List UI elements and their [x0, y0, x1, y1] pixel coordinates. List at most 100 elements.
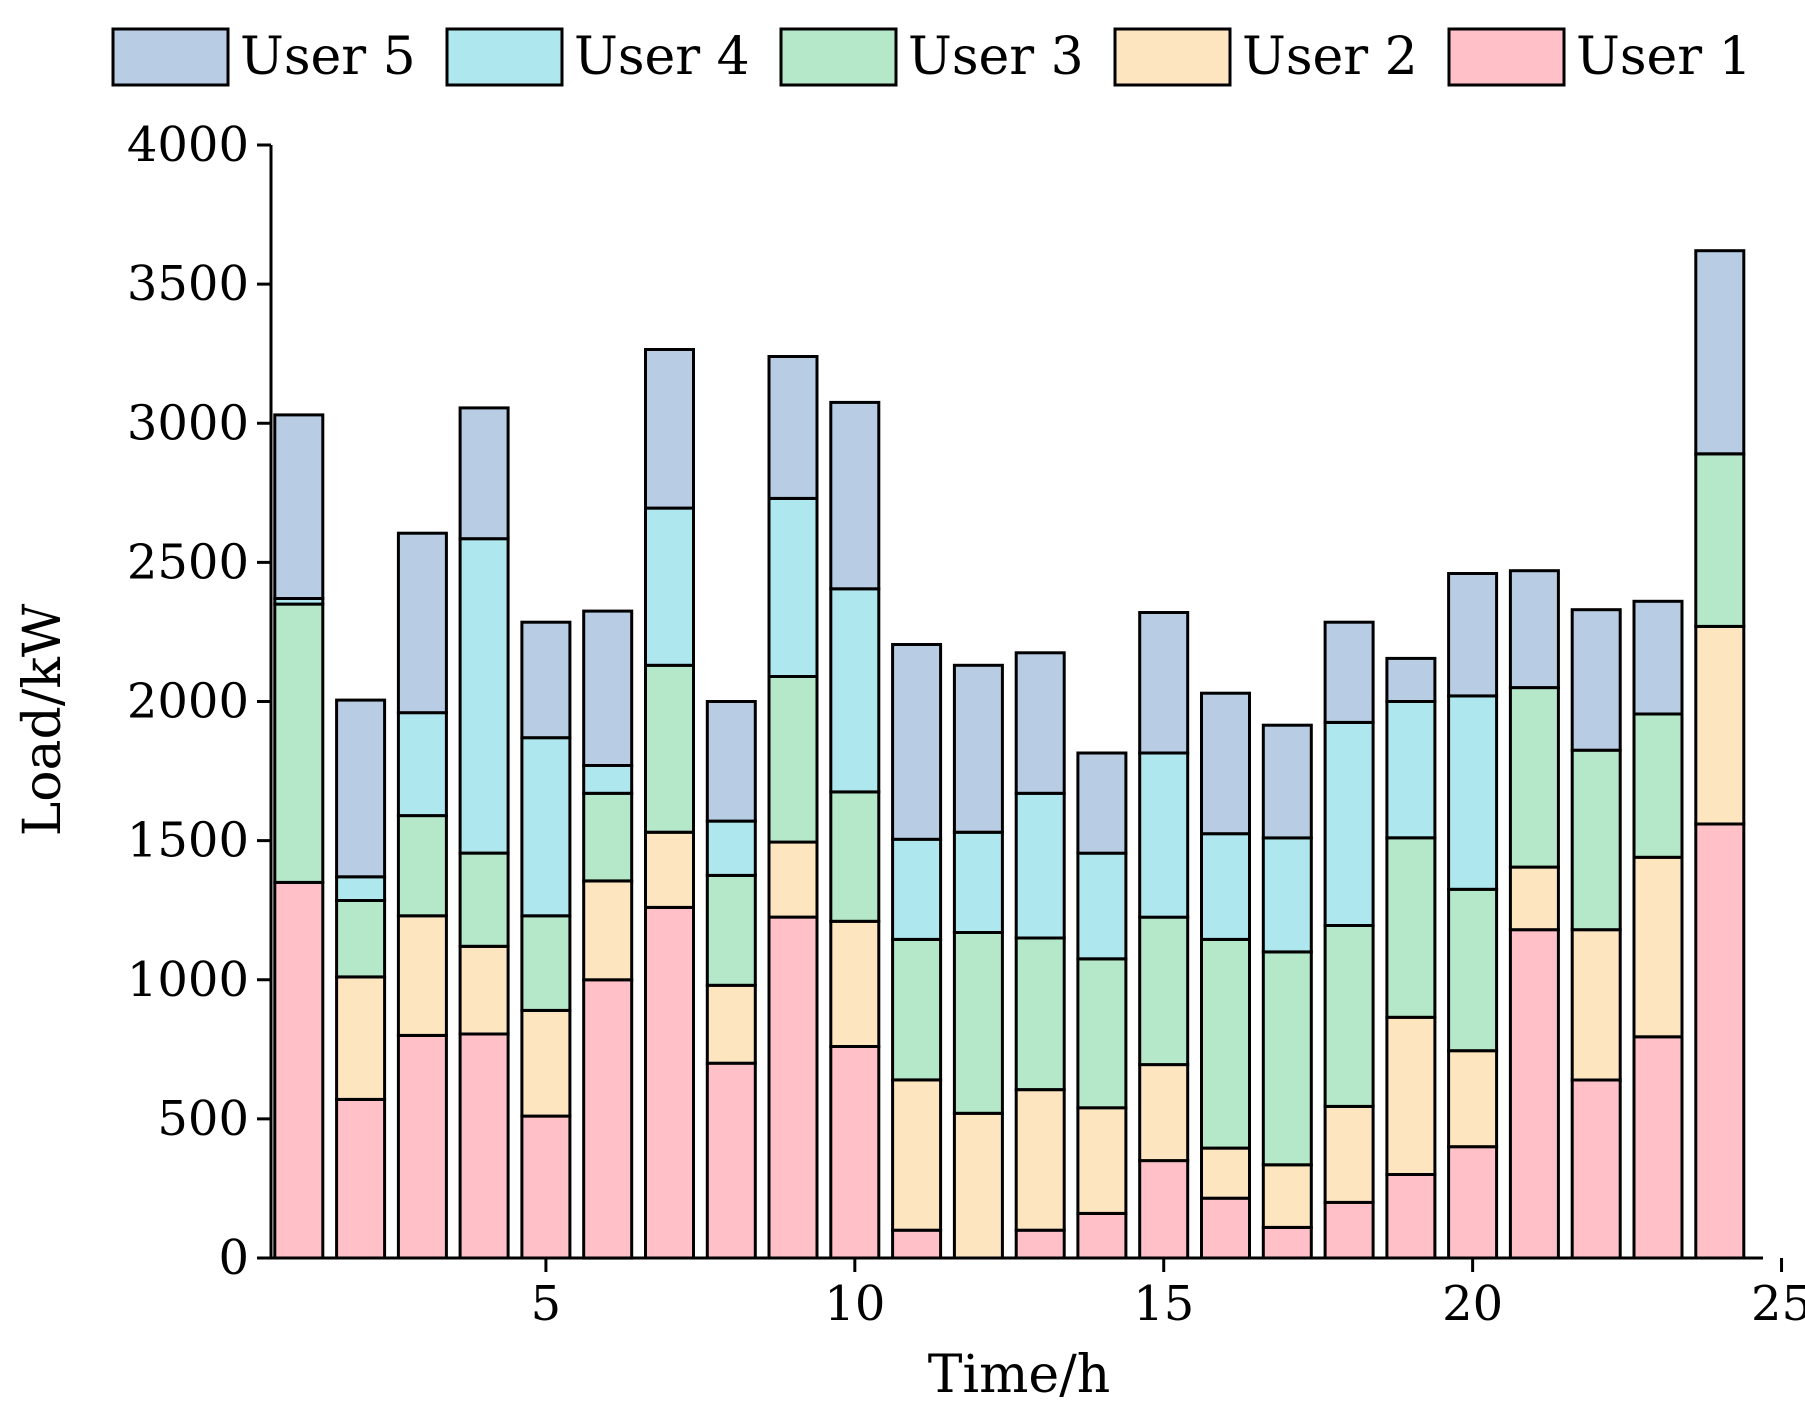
bar-segment-user-5-t5 [520, 620, 572, 740]
axes-layer: 0 500 1000 1500 2000 2500 3000 3500 4000 5 10 15 20 2… [127, 117, 1805, 1332]
bar-segment-user-1-t6 [582, 978, 634, 1260]
bar-segment-user-4-t14 [1076, 851, 1128, 961]
bar-segment-user-5-t13 [1014, 651, 1066, 795]
bar-segment-user-3-t19 [1385, 836, 1437, 1019]
y-axis-title: Load/kW [13, 603, 73, 836]
bar-segment-user-4-t13 [1014, 791, 1066, 940]
bar-segment-user-4-t16 [1200, 832, 1251, 941]
bar-segment-user-4-t20 [1447, 694, 1499, 891]
bar-segment-user-5-t15 [1138, 611, 1190, 755]
bar-segment-user-4-t9 [767, 496, 819, 678]
bar-segment-user-5-t18 [1323, 620, 1375, 724]
bar-segment-user-2-t23 [1632, 855, 1684, 1039]
bar-segment-user-4-t6 [582, 764, 634, 795]
bar-segment-user-5-t10 [829, 400, 881, 591]
legend: User 5 User 4 User 3 User 2 User 1 [111, 27, 1752, 87]
x-tick-label: 5 [531, 1276, 562, 1332]
bar-segment-user-1-t19 [1385, 1173, 1437, 1260]
y-tick-label: 4000 [127, 117, 249, 173]
bar-segment-user-5-t12 [952, 663, 1004, 834]
bar-segment-user-2-t14 [1076, 1106, 1128, 1215]
bar-segment-user-1-t1 [273, 880, 325, 1260]
bar-segment-user-3-t11 [891, 937, 943, 1082]
bar-segment-user-1-t7 [644, 905, 695, 1260]
bar-segment-user-3-t16 [1200, 937, 1251, 1150]
bar-segment-user-3-t18 [1323, 924, 1375, 1108]
bar-segment-user-1-t17 [1261, 1225, 1313, 1260]
bar-segment-user-4-t8 [705, 819, 757, 877]
legend-swatch-user-5 [111, 27, 230, 87]
bar-segment-user-2-t17 [1261, 1163, 1313, 1229]
bar-segment-user-3-t21 [1508, 686, 1560, 869]
bar-segment-user-1-t10 [829, 1045, 881, 1260]
bar-segment-user-2-t15 [1138, 1063, 1190, 1163]
legend-label-user-4: User 4 [574, 27, 750, 87]
bar-segment-user-5-t21 [1508, 569, 1560, 690]
bar-segment-user-5-t9 [767, 355, 819, 500]
bar-segment-user-5-t8 [705, 700, 757, 823]
bar-segment-user-3-t9 [767, 675, 819, 844]
x-tick-label: 10 [824, 1276, 885, 1332]
bar-segment-user-1-t18 [1323, 1200, 1375, 1260]
bar-segment-user-2-t6 [582, 879, 634, 982]
bar-segment-user-1-t23 [1632, 1035, 1684, 1260]
bar-segment-user-2-t24 [1694, 624, 1746, 826]
bar-segment-user-3-t4 [458, 851, 510, 948]
bar-segment-user-2-t10 [829, 919, 881, 1048]
bar-segment-user-5-t2 [335, 698, 387, 879]
x-tick-label: 20 [1442, 1276, 1503, 1332]
bar-segment-user-1-t11 [891, 1228, 943, 1260]
bar-segment-user-1-t20 [1447, 1145, 1499, 1260]
bar-segment-user-2-t21 [1508, 865, 1560, 932]
bar-segment-user-4-t17 [1261, 836, 1313, 954]
bar-segment-user-5-t3 [396, 531, 448, 715]
bar-segment-user-5-t11 [891, 643, 943, 841]
bar-segment-user-3-t24 [1694, 452, 1746, 628]
legend-swatch-user-1 [1447, 27, 1566, 87]
bar-segment-user-2-t5 [520, 1008, 572, 1118]
bar-segment-user-1-t22 [1570, 1078, 1622, 1260]
bar-segment-user-2-t9 [767, 840, 819, 919]
bar-segment-user-3-t10 [829, 790, 881, 923]
bar-segment-user-4-t2 [335, 875, 387, 902]
legend-swatch-user-4 [445, 27, 564, 87]
bar-segment-user-3-t6 [582, 791, 634, 883]
bar-segment-user-1-t13 [1014, 1228, 1066, 1260]
bar-segment-user-1-t24 [1694, 822, 1746, 1260]
bar-segment-user-2-t4 [458, 944, 510, 1036]
bar-segment-user-2-t19 [1385, 1015, 1437, 1176]
bar-segment-user-1-t5 [520, 1114, 572, 1260]
bar-segment-user-2-t20 [1447, 1049, 1499, 1149]
legend-label-user-3: User 3 [908, 27, 1084, 87]
x-axis-title: Time/h [928, 1345, 1110, 1405]
bar-segment-user-3-t15 [1138, 915, 1190, 1067]
bar-segment-user-3-t20 [1447, 887, 1499, 1053]
y-tick-label: 3000 [127, 395, 249, 451]
bar-segment-user-5-t17 [1261, 723, 1313, 840]
bar-segment-user-2-t22 [1570, 928, 1622, 1082]
x-tick-label: 25 [1751, 1276, 1805, 1332]
bar-segment-user-5-t7 [644, 348, 695, 510]
bar-segment-user-4-t11 [891, 837, 943, 941]
legend-swatch-user-2 [1113, 27, 1232, 87]
bar-segment-user-3-t7 [644, 663, 695, 834]
bar-segment-user-3-t3 [396, 814, 448, 918]
bar-segment-user-1-t9 [767, 915, 819, 1260]
bar-segment-user-2-t3 [396, 914, 448, 1037]
bar-segment-user-2-t12 [952, 1111, 1004, 1260]
bar-segment-user-5-t22 [1570, 608, 1622, 752]
bar-segment-user-3-t22 [1570, 748, 1622, 932]
y-tick-label: 500 [157, 1091, 249, 1147]
bar-segment-user-2-t2 [335, 975, 387, 1101]
bar-segment-user-5-t4 [458, 406, 510, 541]
legend-label-user-2: User 2 [1242, 27, 1418, 87]
bar-segment-user-3-t1 [273, 602, 325, 884]
bar-segment-user-2-t18 [1323, 1104, 1375, 1204]
bar-segment-user-5-t23 [1632, 599, 1684, 716]
bar-segment-user-3-t14 [1076, 957, 1128, 1110]
bar-segment-user-3-t8 [705, 873, 757, 987]
bar-segment-user-4-t7 [644, 506, 695, 667]
bar-segment-user-1-t4 [458, 1032, 510, 1260]
bar-segment-user-4-t10 [829, 587, 881, 794]
